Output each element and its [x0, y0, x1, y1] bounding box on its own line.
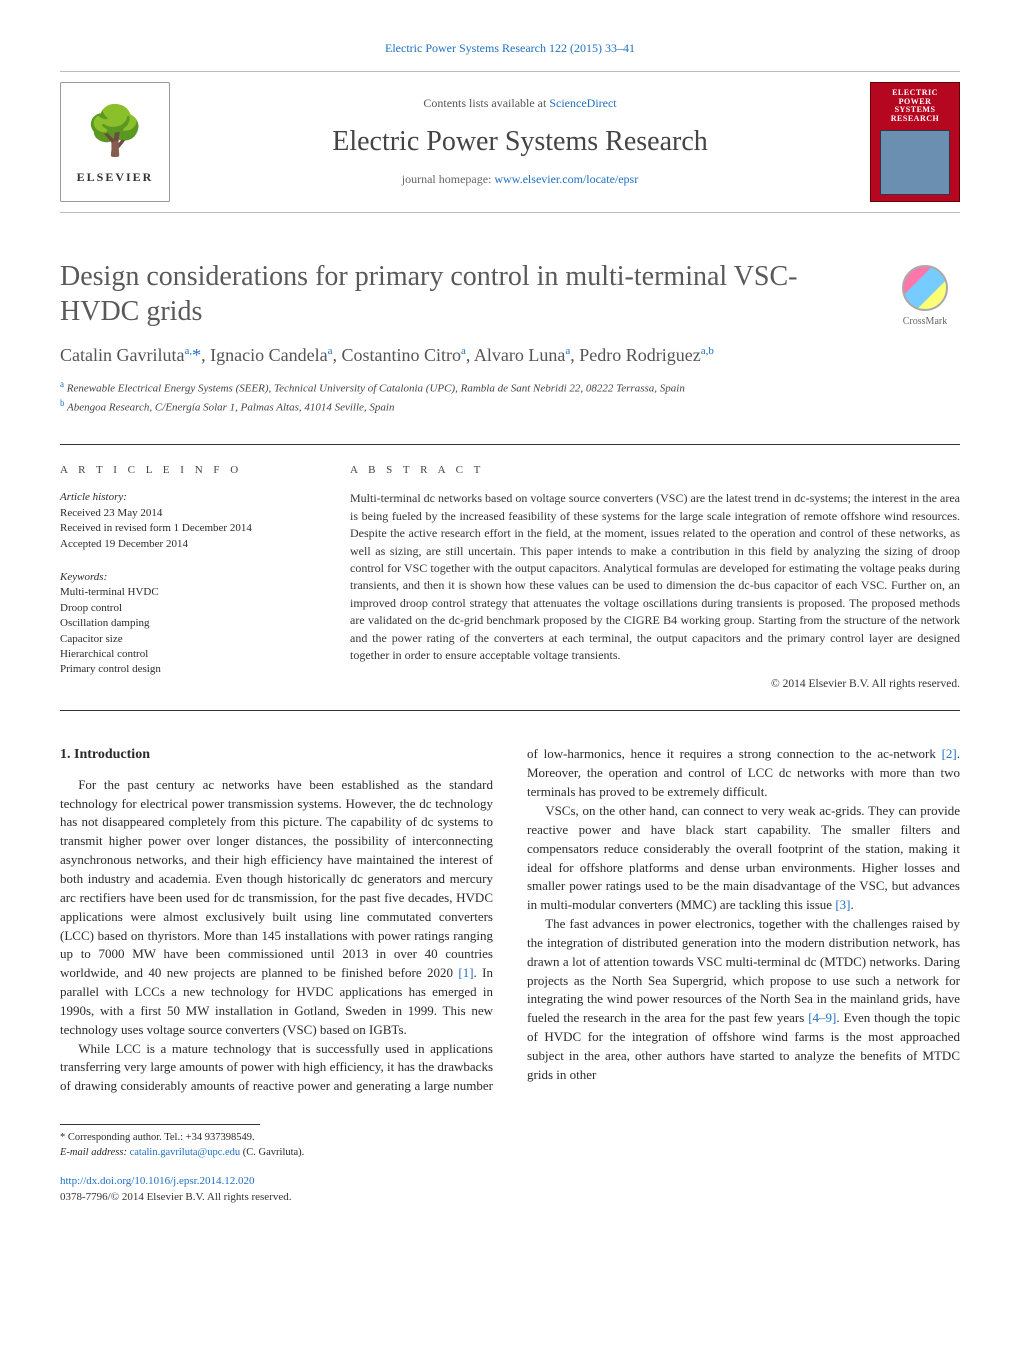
- received-date: Received 23 May 2014: [60, 506, 310, 521]
- crossmark-icon: [902, 265, 948, 311]
- journal-header: 🌳 ELSEVIER Contents lists available at S…: [60, 71, 960, 213]
- sciencedirect-link[interactable]: ScienceDirect: [549, 96, 616, 110]
- article-info: a r t i c l e i n f o Article history: R…: [60, 463, 310, 692]
- publisher-name: ELSEVIER: [77, 169, 154, 186]
- keyword: Droop control: [60, 601, 310, 616]
- doi-line: http://dx.doi.org/10.1016/j.epsr.2014.12…: [60, 1174, 960, 1189]
- journal-homepage: journal homepage: www.elsevier.com/locat…: [194, 171, 846, 188]
- body-paragraph: VSCs, on the other hand, can connect to …: [527, 802, 960, 915]
- meta-row: a r t i c l e i n f o Article history: R…: [60, 444, 960, 711]
- article-info-heading: a r t i c l e i n f o: [60, 463, 310, 478]
- contents-prefix: Contents lists available at: [423, 96, 549, 110]
- keyword: Capacitor size: [60, 632, 310, 647]
- author-list: Catalin Gavrilutaa,*, Ignacio Candelaa, …: [60, 343, 870, 368]
- affiliation: b Abengoa Research, C/Energía Solar 1, P…: [60, 397, 870, 416]
- body-paragraph: The fast advances in power electronics, …: [527, 915, 960, 1085]
- history-label: Article history:: [60, 490, 310, 505]
- corresponding-author: * Corresponding author. Tel.: +34 937398…: [60, 1131, 960, 1160]
- contents-available: Contents lists available at ScienceDirec…: [194, 95, 846, 112]
- publisher-logo: 🌳 ELSEVIER: [60, 82, 170, 202]
- journal-citation[interactable]: Electric Power Systems Research 122 (201…: [60, 40, 960, 57]
- crossmark-badge[interactable]: CrossMark: [890, 265, 960, 329]
- abstract-copyright: © 2014 Elsevier B.V. All rights reserved…: [350, 676, 960, 692]
- keywords-list: Multi-terminal HVDCDroop controlOscillat…: [60, 585, 310, 677]
- body-paragraph: For the past century ac networks have be…: [60, 776, 493, 1040]
- abstract-body: Multi-terminal dc networks based on volt…: [350, 490, 960, 664]
- affiliation-list: a Renewable Electrical Energy Systems (S…: [60, 378, 870, 416]
- journal-cover: ELECTRIC POWER SYSTEMS RESEARCH: [870, 82, 960, 202]
- keyword: Oscillation damping: [60, 616, 310, 631]
- keyword: Hierarchical control: [60, 647, 310, 662]
- keyword: Primary control design: [60, 662, 310, 677]
- email-label: E-mail address:: [60, 1147, 127, 1158]
- affiliation: a Renewable Electrical Energy Systems (S…: [60, 378, 870, 397]
- abstract-heading: a b s t r a c t: [350, 463, 960, 478]
- revised-date: Received in revised form 1 December 2014: [60, 521, 310, 536]
- footer-separator: [60, 1124, 260, 1125]
- homepage-prefix: journal homepage:: [402, 172, 495, 186]
- cover-image: [880, 130, 950, 195]
- keywords-label: Keywords:: [60, 570, 310, 585]
- paper-title: Design considerations for primary contro…: [60, 259, 870, 329]
- title-block: Design considerations for primary contro…: [60, 259, 960, 416]
- homepage-url[interactable]: www.elsevier.com/locate/epsr: [494, 172, 638, 186]
- crossmark-label: CrossMark: [903, 315, 947, 329]
- section-title: Introduction: [74, 747, 150, 762]
- doi-link[interactable]: http://dx.doi.org/10.1016/j.epsr.2014.12…: [60, 1175, 254, 1187]
- keyword: Multi-terminal HVDC: [60, 585, 310, 600]
- email-link[interactable]: catalin.gavriluta@upc.edu: [130, 1147, 241, 1158]
- header-center: Contents lists available at ScienceDirec…: [194, 95, 846, 188]
- email-paren: (C. Gavriluta).: [243, 1147, 305, 1158]
- tree-icon: 🌳: [85, 98, 145, 165]
- journal-title: Electric Power Systems Research: [194, 122, 846, 161]
- section-heading: 1. Introduction: [60, 745, 493, 765]
- cover-label: ELECTRIC POWER SYSTEMS RESEARCH: [877, 89, 953, 124]
- accepted-date: Accepted 19 December 2014: [60, 537, 310, 552]
- section-number: 1.: [60, 747, 71, 762]
- issn-line: 0378-7796/© 2014 Elsevier B.V. All right…: [60, 1190, 960, 1205]
- body-columns: 1. Introduction For the past century ac …: [60, 745, 960, 1096]
- corr-label: * Corresponding author. Tel.: +34 937398…: [60, 1131, 960, 1146]
- abstract-block: a b s t r a c t Multi-terminal dc networ…: [350, 463, 960, 692]
